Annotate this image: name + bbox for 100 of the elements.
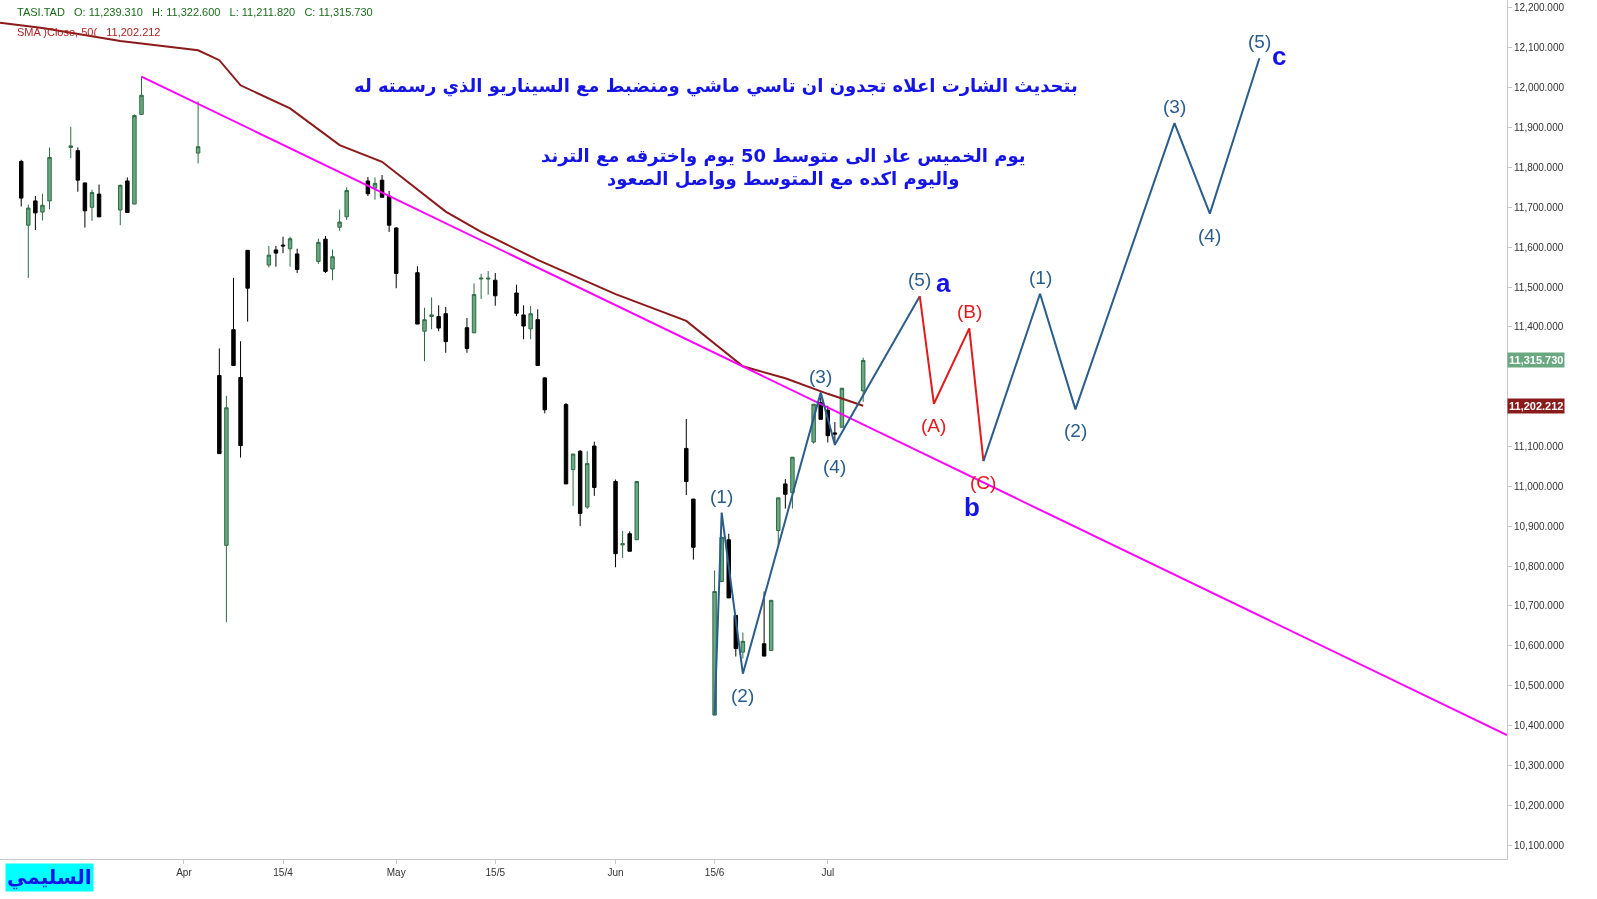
candlestick — [40, 193, 45, 221]
candlestick — [415, 265, 420, 325]
y-tick-label: 10,400.000 — [1514, 719, 1565, 731]
candlestick — [563, 402, 569, 485]
candlestick — [542, 376, 548, 414]
y-tick-label: 11,600.000 — [1514, 241, 1564, 253]
y-tick-label: 10,700.000 — [1514, 600, 1565, 612]
candlestick — [485, 270, 491, 296]
y-tick-label: 11,000.000 — [1514, 480, 1564, 492]
candlestick — [245, 249, 250, 323]
candlestick — [82, 182, 88, 229]
candlestick — [132, 113, 137, 205]
candlestick — [740, 632, 746, 659]
y-tick-label: 12,200.000 — [1514, 2, 1565, 14]
candlestick — [768, 599, 774, 652]
candlestick — [761, 591, 767, 657]
y-tick-label: 10,800.000 — [1514, 560, 1565, 572]
candlestick — [238, 340, 243, 459]
candlestick — [514, 284, 519, 317]
annotation: (4) — [823, 456, 847, 477]
candlestick — [287, 236, 293, 268]
candlestick — [528, 305, 533, 340]
line-series — [713, 295, 921, 716]
candlestick — [337, 209, 342, 232]
candlestick — [429, 296, 434, 330]
candlestick — [436, 304, 441, 332]
candlestick — [585, 450, 590, 510]
candlestick — [471, 282, 477, 334]
candlestick — [443, 306, 448, 354]
candlestick — [18, 159, 24, 207]
candlestick — [68, 126, 73, 159]
candlestick — [577, 449, 583, 527]
candlestick — [790, 456, 795, 510]
y-tick-label: 10,500.000 — [1514, 680, 1565, 692]
x-tick-label: May — [386, 867, 406, 878]
candlestick — [316, 238, 321, 265]
annotation: (4) — [1198, 225, 1222, 246]
annotation: (2) — [1064, 420, 1088, 441]
candlestick — [323, 235, 328, 274]
line-series — [918, 295, 985, 463]
candlestick — [344, 186, 349, 221]
candlestick — [294, 248, 300, 274]
y-tick-label: 11,900.000 — [1514, 122, 1564, 134]
x-tick-label: 15/5 — [485, 867, 506, 878]
candlestick — [627, 530, 632, 552]
candlestick — [224, 395, 229, 623]
candlestick — [372, 176, 378, 201]
candlestick — [47, 146, 52, 210]
candlestick — [521, 304, 526, 340]
candlestick — [280, 236, 286, 254]
candlestick — [860, 357, 866, 403]
x-tick-label: Jul — [821, 867, 835, 878]
y-tick-label: 10,900.000 — [1514, 520, 1565, 532]
candlestick — [386, 190, 392, 233]
annotation: c — [1272, 41, 1287, 71]
candlestick — [231, 277, 236, 367]
annotation: a — [936, 268, 951, 298]
x-tick-label: Apr — [176, 867, 193, 878]
candlestick — [139, 76, 144, 115]
candlestick — [75, 146, 81, 193]
y-tick-label: 10,200.000 — [1514, 799, 1565, 811]
annotation: (5) — [908, 269, 932, 290]
annotation: (A) — [921, 415, 947, 436]
x-tick-label: 15/6 — [704, 867, 725, 878]
text: السليمي — [7, 865, 92, 890]
y-tick-label: 10,100.000 — [1514, 839, 1565, 851]
candlestick — [330, 249, 335, 281]
y-tick-label: 11,500.000 — [1514, 281, 1564, 293]
candlestick — [620, 530, 625, 559]
candlestick — [493, 272, 498, 307]
candlestick — [464, 317, 470, 354]
candlestick — [613, 479, 618, 568]
annotation: TASI.TAD O: 11,239.310 H: 11,322.600 L: 11,211.820 C: 11,315.730 — [17, 6, 373, 18]
candlestick — [118, 184, 123, 226]
candlestick — [96, 184, 102, 218]
text: 11,315.730 — [1509, 354, 1564, 366]
candlestick — [634, 481, 639, 541]
candlestick — [691, 498, 696, 561]
annotation: بتحديث الشارت اعلاه تجدون ان تاسي ماشي ومنضبط مع السيناريو الذي رسمته له — [354, 75, 1078, 97]
y-tick-label: 11,100.000 — [1514, 440, 1564, 452]
candlestick — [33, 195, 38, 231]
y-tick-label: 10,600.000 — [1514, 640, 1565, 652]
candlestick — [570, 453, 576, 507]
y-tick-label: 10,300.000 — [1514, 759, 1565, 771]
y-tick-label: 11,800.000 — [1514, 161, 1564, 173]
text: 11,202.212 — [1509, 400, 1564, 412]
candlestick — [393, 226, 399, 289]
candlestick — [535, 308, 540, 367]
annotation: (1) — [1029, 267, 1053, 288]
candlestick — [125, 176, 130, 213]
candlestick — [217, 347, 222, 455]
y-tick-label: 11,400.000 — [1514, 321, 1564, 333]
y-tick-label: 11,700.000 — [1514, 201, 1564, 213]
candlestick — [478, 273, 484, 300]
annotation: (3) — [1163, 96, 1187, 117]
candlestick — [273, 245, 279, 268]
x-tick-label: 15/4 — [273, 867, 294, 878]
annotation: (1) — [710, 486, 734, 507]
y-tick-label: 12,100.000 — [1514, 42, 1565, 54]
candlestick — [783, 478, 788, 510]
